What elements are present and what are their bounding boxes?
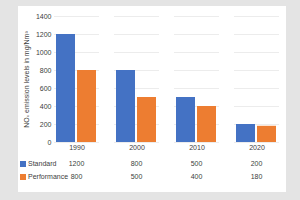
svg-text:1400: 1400 bbox=[36, 13, 52, 20]
html-text:400: 400 bbox=[190, 173, 203, 180]
svg-text:1990: 1990 bbox=[69, 144, 85, 151]
svg-text:0: 0 bbox=[48, 139, 52, 146]
svg-text:600: 600 bbox=[40, 85, 52, 92]
svg-text:1200: 1200 bbox=[36, 31, 52, 38]
html-text:500: 500 bbox=[130, 173, 143, 180]
html-text:200: 200 bbox=[250, 160, 263, 167]
html-text:Standard: Standard bbox=[28, 160, 57, 167]
html-text:Performance 800: Performance 800 bbox=[28, 173, 83, 180]
svg-text:2000: 2000 bbox=[129, 144, 145, 151]
svg-text:2010: 2010 bbox=[189, 144, 205, 151]
svg-text:2020: 2020 bbox=[249, 144, 265, 151]
svg-text:400: 400 bbox=[40, 103, 52, 110]
html-text:1200: 1200 bbox=[68, 160, 85, 167]
svg-text:NOₓ emission levels in mg/Nm³: NOₓ emission levels in mg/Nm³ bbox=[23, 31, 31, 128]
svg-text:200: 200 bbox=[40, 121, 52, 128]
html-text:800: 800 bbox=[130, 160, 143, 167]
svg-text:1000: 1000 bbox=[36, 49, 52, 56]
html-text:180: 180 bbox=[250, 173, 263, 180]
html-text:500: 500 bbox=[190, 160, 203, 167]
svg-text:800: 800 bbox=[40, 67, 52, 74]
